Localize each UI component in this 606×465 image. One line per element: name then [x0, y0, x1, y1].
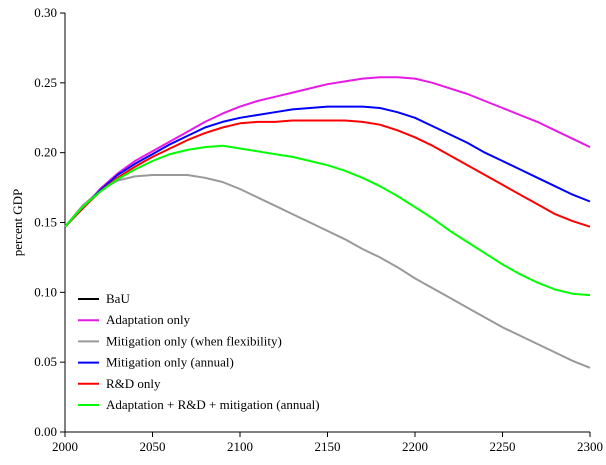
series-line-6 — [64, 144, 591, 297]
legend-item: Adaptation only — [78, 312, 191, 327]
series-line-5 — [64, 119, 591, 228]
legend-label: BaU — [106, 291, 130, 306]
y-tick-label: 0.00 — [34, 424, 57, 439]
legend-label: Adaptation only — [106, 312, 191, 327]
x-tick-label: 2000 — [52, 439, 78, 454]
legend-label: Adaptation + R&D + mitigation (annual) — [106, 397, 320, 412]
y-tick-label: 0.20 — [34, 145, 57, 160]
y-tick-label: 0.25 — [34, 75, 57, 90]
x-tick-label: 2150 — [315, 439, 341, 454]
legend-item: R&D only — [78, 376, 161, 391]
series-line-2 — [64, 76, 591, 228]
y-tick-label: 0.05 — [34, 354, 57, 369]
legend-item: Mitigation only (annual) — [78, 355, 234, 370]
x-tick-label: 2300 — [577, 439, 603, 454]
y-tick-label: 0.30 — [34, 5, 57, 20]
series-layer — [64, 76, 591, 369]
legend: BaU Adaptation only Mitigation only (when … — [78, 291, 320, 412]
legend-item: Mitigation only (when flexibility) — [78, 333, 282, 348]
y-tick-label: 0.15 — [34, 215, 57, 230]
x-tick-label: 2100 — [227, 439, 253, 454]
legend-item: BaU — [78, 291, 130, 306]
x-tick-label: 2050 — [140, 439, 166, 454]
series-line-3 — [64, 174, 591, 369]
legend-label: Mitigation only (when flexibility) — [106, 333, 282, 348]
axes: 0.00 0.05 0.10 0.15 0.20 0.25 0.30 2000 2050 2100… — [34, 5, 603, 454]
y-tick-label: 0.10 — [34, 284, 57, 299]
y-axis-title: percent GDP — [10, 189, 25, 257]
legend-item: Adaptation + R&D + mitigation (annual) — [78, 397, 320, 412]
legend-label: R&D only — [106, 376, 161, 391]
x-tick-label: 2200 — [402, 439, 428, 454]
x-tick-label: 2250 — [490, 439, 516, 454]
series-line-4 — [64, 105, 591, 228]
legend-label: Mitigation only (annual) — [106, 355, 234, 370]
